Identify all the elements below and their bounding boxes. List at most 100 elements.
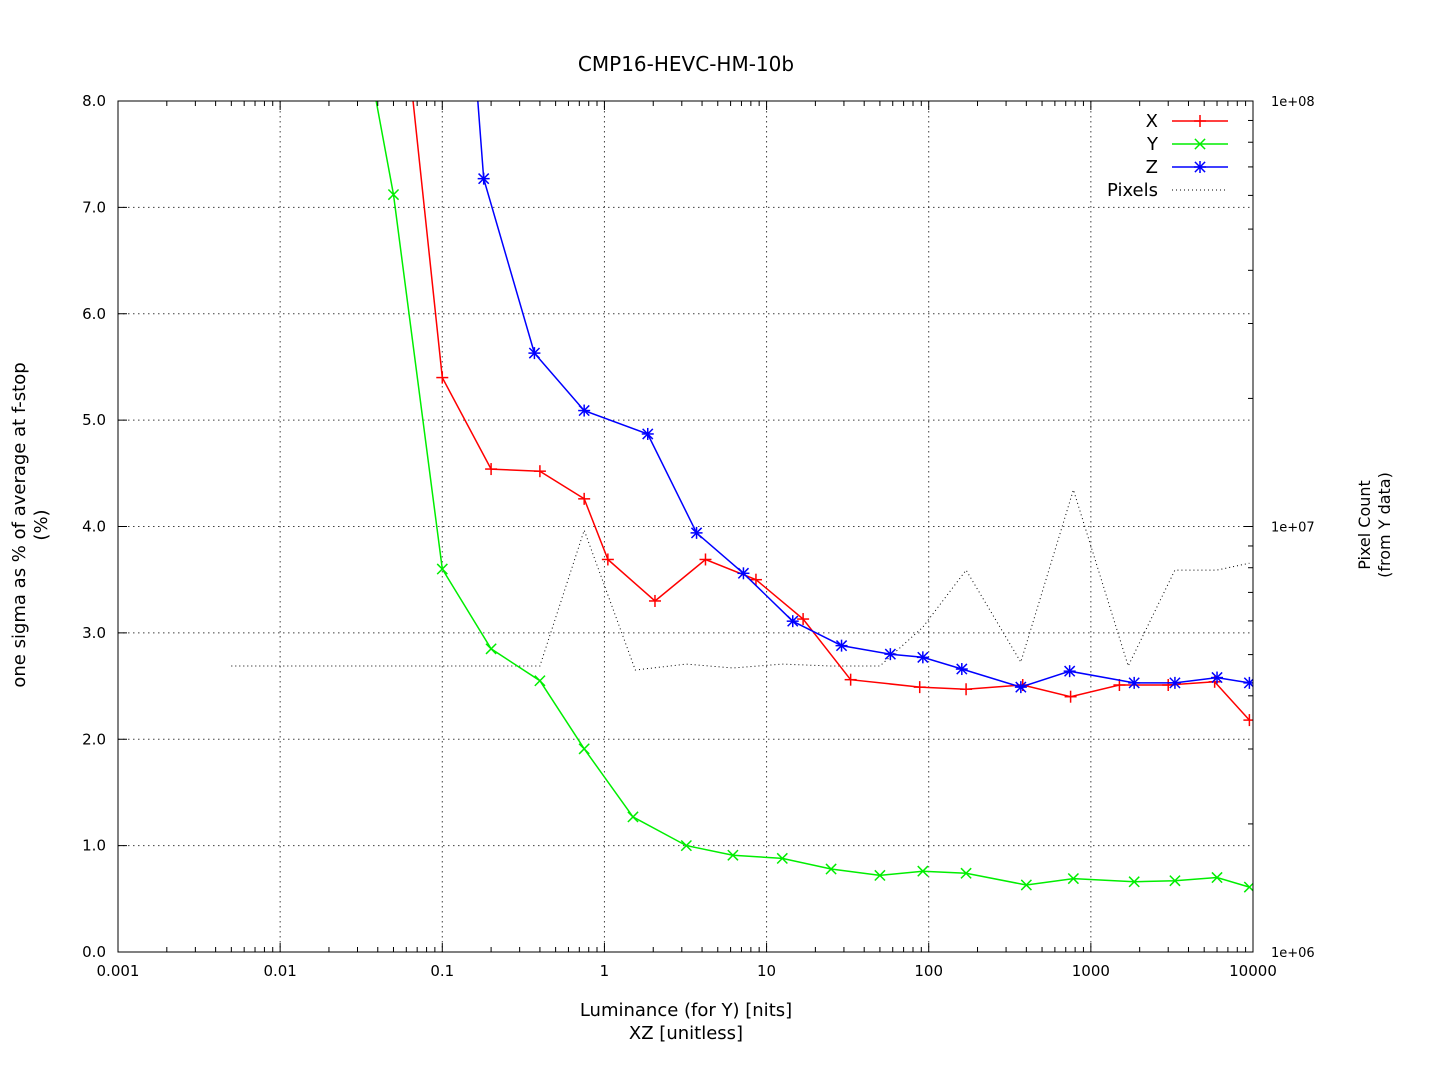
- data-point-y: [680, 839, 692, 852]
- data-point-y: [578, 743, 590, 755]
- series-line-z: [477, 101, 1250, 688]
- data-point-y: [960, 867, 972, 879]
- data-point-x: [749, 573, 762, 586]
- data-point-y: [369, 85, 379, 95]
- x-tick-label: 10: [757, 962, 776, 980]
- grid-layer: [118, 101, 1253, 952]
- data-point-y: [1211, 871, 1223, 884]
- series-line-x: [412, 101, 1250, 721]
- data-point-z: [955, 663, 968, 676]
- series-x: [400, 31, 1253, 727]
- data-point-x: [436, 371, 449, 384]
- x-axis-label-line1: Luminance (for Y) [nits]: [580, 1000, 792, 1021]
- x-tick-label: 10000: [1229, 962, 1277, 980]
- series-pixels: [231, 488, 1250, 671]
- y2-axis-label-line2: (from Y data): [1375, 472, 1394, 578]
- y-tick-label: 5.0: [82, 411, 106, 429]
- series-line-pixels: [231, 488, 1250, 671]
- y-tick-label: 8.0: [82, 92, 106, 110]
- series-y: [369, 85, 1253, 893]
- data-point-z: [1014, 681, 1027, 694]
- data-point-x: [1243, 714, 1253, 727]
- y2-axis-label-line1: Pixel Count: [1355, 480, 1374, 570]
- data-point-z: [835, 639, 848, 652]
- x-tick-label: 100: [914, 962, 943, 980]
- y-tick-label: 7.0: [82, 198, 106, 216]
- y-axis-label-line1: one sigma as % of average at f-stop: [9, 362, 30, 687]
- data-point-z: [737, 567, 750, 580]
- legend-label-y: Y: [1146, 134, 1159, 155]
- data-point-z: [690, 526, 703, 539]
- data-point-x: [533, 465, 546, 478]
- data-point-z: [1243, 676, 1253, 689]
- x-tick-label: 0.1: [430, 962, 454, 980]
- x-tick-label: 0.001: [97, 962, 140, 980]
- y-tick-label: 4.0: [82, 518, 106, 536]
- data-point-x: [648, 594, 661, 607]
- data-point-x: [844, 673, 857, 686]
- data-point-x: [913, 681, 926, 694]
- data-point-z: [578, 404, 591, 417]
- data-point-z: [1168, 676, 1181, 689]
- data-point-x: [601, 553, 614, 566]
- legend-marker-x: [1194, 115, 1206, 127]
- data-point-y: [1020, 879, 1032, 891]
- x-tick-label: 0.01: [263, 962, 296, 980]
- legend-label-z: Z: [1146, 157, 1158, 178]
- data-point-z: [1063, 665, 1076, 678]
- data-point-y: [485, 643, 497, 655]
- data-point-x: [485, 463, 498, 476]
- data-point-z: [477, 172, 490, 185]
- series-layer: [231, 31, 1253, 893]
- data-point-x: [1113, 678, 1126, 691]
- series-line-y: [375, 101, 1250, 888]
- legend-label-x: X: [1146, 111, 1158, 132]
- data-point-x: [797, 613, 810, 626]
- data-point-x: [400, 31, 412, 43]
- data-point-y: [727, 849, 739, 861]
- y-tick-label: 2.0: [82, 730, 106, 748]
- data-point-y: [627, 811, 639, 823]
- data-point-y: [1067, 872, 1079, 885]
- data-point-y: [1169, 875, 1181, 887]
- y2-tick-label: 1e+06: [1271, 946, 1315, 961]
- data-point-z: [1211, 671, 1224, 684]
- x-axis-label-line2: XZ [unitless]: [629, 1023, 743, 1044]
- y-tick-label: 3.0: [82, 624, 106, 642]
- tick-layer: 0.001 0.01 0.1 1 10 100 1000 10000 0.0 1.0 2.0 3.0 4…: [82, 92, 1315, 980]
- data-point-x: [1064, 690, 1077, 703]
- data-point-x: [578, 492, 591, 505]
- data-point-z: [884, 648, 897, 661]
- y2-tick-label: 1e+07: [1271, 521, 1315, 536]
- data-point-y: [1128, 876, 1140, 888]
- data-point-x: [699, 553, 712, 566]
- y-tick-label: 6.0: [82, 305, 106, 323]
- y-tick-label: 1.0: [82, 837, 106, 855]
- data-point-y: [917, 865, 929, 877]
- data-point-z: [786, 615, 799, 628]
- data-point-z: [916, 651, 929, 664]
- data-point-z: [641, 427, 654, 440]
- data-point-z: [528, 347, 541, 360]
- data-point-y: [874, 869, 886, 882]
- data-point-x: [960, 683, 973, 696]
- data-point-y: [534, 675, 546, 687]
- x-tick-label: 1: [600, 962, 610, 980]
- y-axis-label-line2: (%): [31, 509, 52, 540]
- data-point-y: [387, 188, 400, 201]
- y-tick-label: 0.0: [82, 943, 106, 961]
- legend-marker-y: [1194, 138, 1206, 150]
- x-tick-label: 1000: [1072, 962, 1110, 980]
- data-point-y: [825, 863, 837, 875]
- data-point-z: [469, 63, 481, 75]
- chart-title: CMP16-HEVC-HM-10b: [578, 52, 794, 76]
- data-point-y: [436, 563, 448, 575]
- data-point-z: [1128, 676, 1141, 689]
- legend-label-pixels: Pixels: [1107, 180, 1158, 201]
- series-z: [469, 63, 1253, 694]
- legend-marker-z: [1194, 161, 1206, 173]
- y2-tick-label: 1e+08: [1271, 95, 1315, 110]
- data-point-y: [776, 852, 788, 865]
